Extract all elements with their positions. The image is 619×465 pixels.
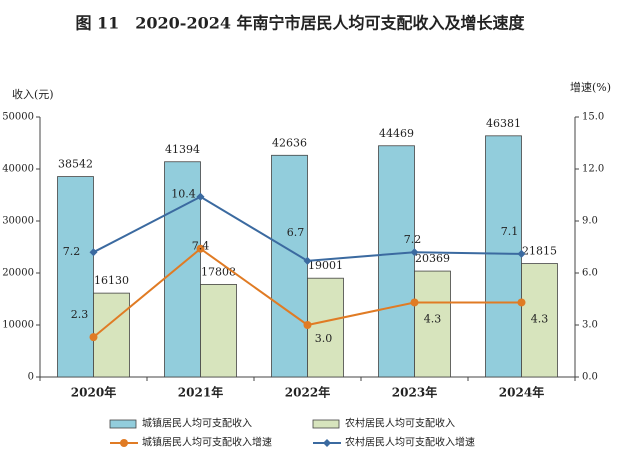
line-value-label: 6.7 [287,226,305,239]
legend-label: 农村居民人均可支配收入增速 [345,436,475,449]
x-tick-label: 2021年 [178,385,223,400]
marker [303,256,312,265]
marker [517,249,526,258]
bar [93,292,130,378]
bar [164,161,201,378]
line-value-label: 7.2 [63,245,81,258]
line-value-label: 2.3 [71,308,89,321]
bar-value-label: 20369 [415,252,450,265]
line-value-label: 4.3 [424,312,442,325]
marker [89,248,98,257]
bar-value-label: 16130 [94,274,129,287]
marker [303,321,312,329]
legend-swatch [312,419,340,429]
line-value-label: 7.1 [501,225,519,238]
y2-axis-title: 增速(%) [570,80,611,94]
legend-label: 农村居民人均可支配收入 [345,417,455,430]
legend-label: 城镇居民人均可支配收入 [142,417,252,430]
y2-tick-label: 9.0 [582,216,598,227]
bar [378,145,415,378]
bar [57,176,94,378]
line-value-label: 7.2 [404,233,422,246]
legend-swatch [109,419,137,429]
x-tick-label: 2024年 [499,385,544,400]
bar-value-label: 42636 [272,136,307,149]
bar-value-label: 46381 [486,117,521,130]
line-value-label: 4.3 [531,312,549,325]
y-tick-label: 0 [28,372,34,383]
bar [200,283,237,378]
y-tick-label: 40000 [2,164,34,175]
y2-tick-label: 0.0 [582,372,598,383]
y-tick-label: 30000 [2,216,34,227]
bar-value-label: 41394 [165,143,200,156]
y2-tick-label: 12.0 [582,164,604,175]
bar [414,270,451,378]
bar-value-label: 44469 [379,127,414,140]
chart-title: 图 11 2020-2024 年南宁市居民人均可支配收入及增长速度 [75,14,525,33]
legend-label: 城镇居民人均可支配收入增速 [142,436,272,449]
bar-value-label: 21815 [522,245,557,258]
y-tick-label: 10000 [2,320,34,331]
line-value-label: 7.4 [192,240,210,253]
y-tick-label: 50000 [2,112,34,123]
marker [89,333,98,342]
bar [485,135,522,378]
bar [521,263,558,378]
line-value-label: 10.4 [171,188,196,201]
x-tick-label: 2023年 [392,385,437,400]
x-tick-label: 2020年 [71,385,116,400]
marker [196,244,205,253]
marker [410,248,419,257]
marker [410,298,419,307]
x-tick-label: 2022年 [285,385,330,400]
bar-value-label: 17808 [201,265,236,278]
y-tick-label: 20000 [2,268,34,279]
bar [271,154,308,378]
legend-marker [323,439,331,447]
y2-tick-label: 15.0 [582,112,604,123]
bar-value-label: 19001 [308,259,343,272]
y-axis-title: 收入(元) [12,87,54,101]
y2-tick-label: 3.0 [582,320,598,331]
marker [517,298,526,307]
line-value-label: 3.0 [315,332,333,345]
bar-value-label: 38542 [58,158,93,171]
y2-tick-label: 6.0 [582,268,598,279]
marker [196,192,205,201]
bar [307,277,344,378]
legend-marker [120,439,128,447]
